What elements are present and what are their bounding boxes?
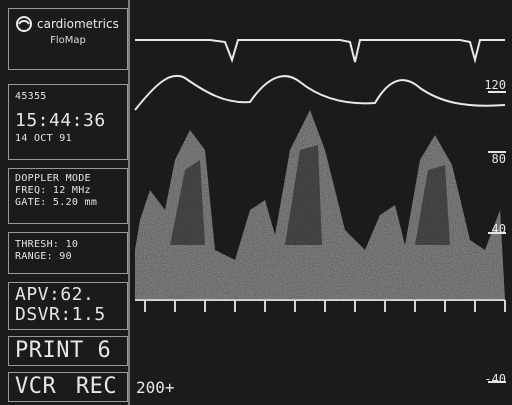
gate-readout: GATE: 5.20 mm bbox=[15, 197, 98, 208]
scale-label-40: 40 bbox=[491, 222, 506, 236]
print-panel: PRINT 6 bbox=[8, 336, 128, 366]
brand-name: cardiometrics bbox=[37, 17, 119, 31]
rec-label: REC bbox=[75, 374, 118, 399]
ecg-trace bbox=[135, 39, 505, 64]
vcr-panel: VCR REC bbox=[8, 372, 128, 402]
threshold-readout: THRESH: 10 bbox=[15, 239, 79, 250]
vcr-label: VCR bbox=[15, 374, 57, 399]
time-panel: 45355 15:44:36 14 OCT 91 bbox=[8, 84, 128, 160]
scale-label-minus-40: -40 bbox=[484, 372, 506, 386]
bottom-scale-label: 200+ bbox=[136, 378, 175, 397]
print-readout: PRINT 6 bbox=[15, 338, 112, 363]
range-readout: RANGE: 90 bbox=[15, 251, 72, 262]
doppler-settings-panel: DOPPLER MODE FREQ: 12 MHz GATE: 5.20 mm bbox=[8, 168, 128, 224]
dsvr-readout: DSVR:1.5 bbox=[15, 304, 106, 325]
scale-label-120: 120 bbox=[484, 78, 506, 92]
mode-readout: DOPPLER MODE bbox=[15, 173, 91, 184]
frequency-readout: FREQ: 12 MHz bbox=[15, 185, 91, 196]
left-divider bbox=[128, 0, 130, 405]
threshold-panel: THRESH: 10 RANGE: 90 bbox=[8, 232, 128, 274]
time-readout: 15:44:36 bbox=[15, 110, 106, 131]
date-readout: 14 OCT 91 bbox=[15, 133, 72, 144]
cardiometrics-logo-icon bbox=[16, 16, 32, 32]
pressure-trace bbox=[134, 74, 506, 111]
apv-readout: APV:62. bbox=[15, 284, 95, 305]
scale-label-80: 80 bbox=[491, 152, 506, 166]
measurement-panel: APV:62. DSVR:1.5 bbox=[8, 282, 128, 330]
session-id: 45355 bbox=[15, 91, 47, 102]
brand-panel: cardiometrics FloMap bbox=[8, 8, 128, 70]
product-name: FloMap bbox=[50, 35, 86, 46]
